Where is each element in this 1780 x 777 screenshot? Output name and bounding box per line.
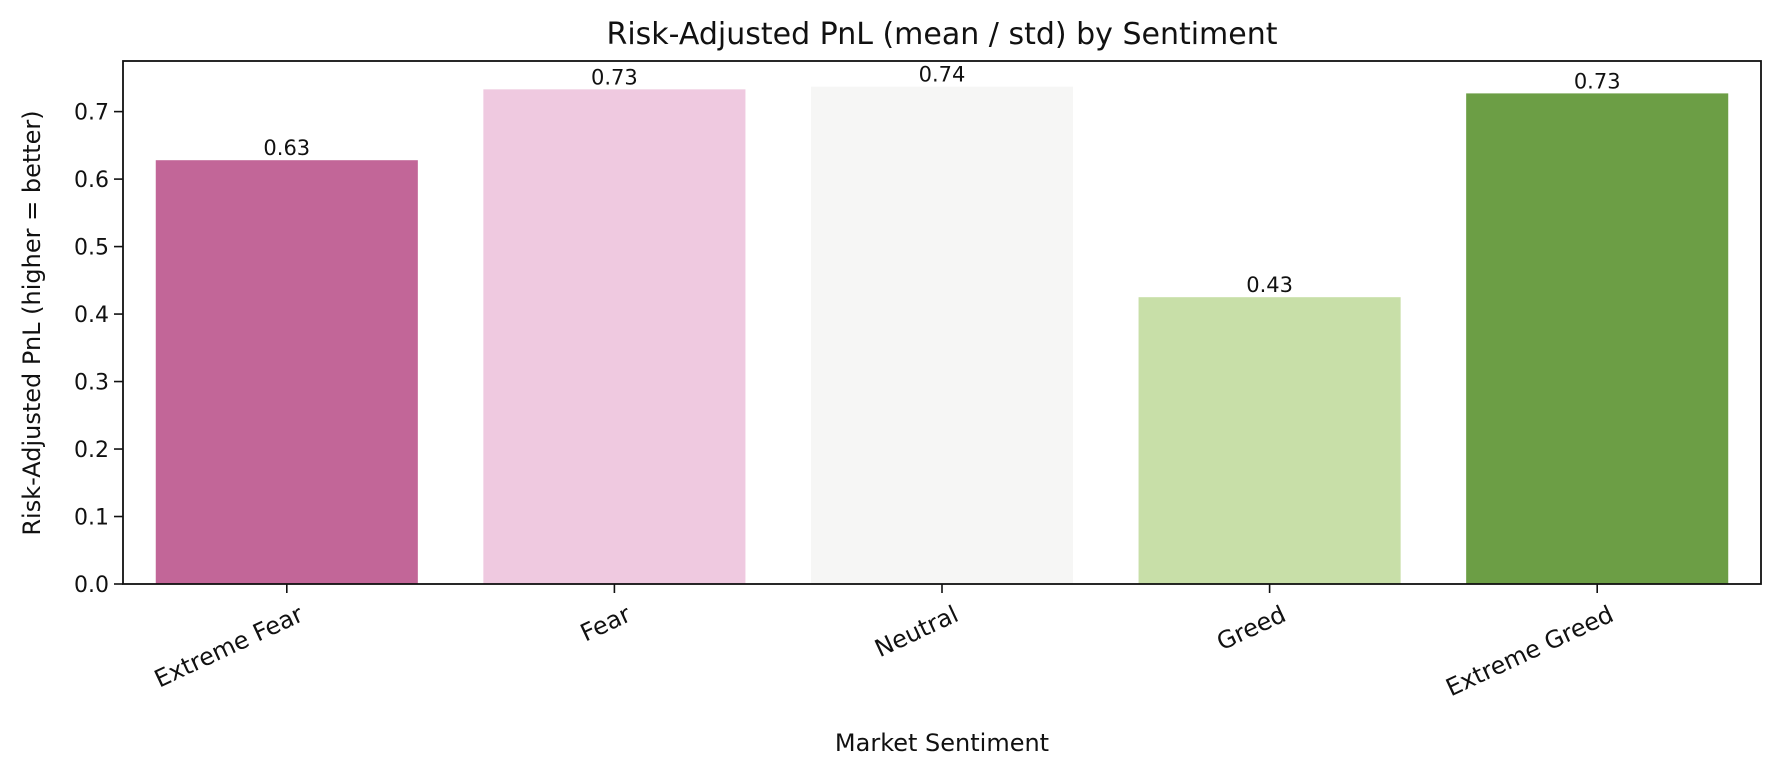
bar — [810, 86, 1074, 585]
data-label: 0.43 — [1246, 273, 1293, 297]
data-label: 0.73 — [1574, 69, 1621, 93]
data-label: 0.74 — [919, 63, 966, 87]
data-label: 0.63 — [263, 136, 310, 160]
y-axis-label: Risk-Adjusted PnL (higher = better) — [18, 110, 46, 535]
chart-title: Risk-Adjusted PnL (mean / std) by Sentim… — [606, 17, 1277, 52]
x-tick-label: Extreme Fear — [150, 600, 307, 693]
bar — [483, 89, 746, 584]
bar — [1466, 93, 1729, 584]
plot-frame — [122, 60, 1762, 585]
bar — [155, 160, 418, 584]
data-label: 0.73 — [591, 65, 638, 89]
x-axis-label: Market Sentiment — [835, 729, 1049, 757]
y-tick-label: 0.2 — [74, 438, 109, 463]
y-tick-label: 0.0 — [74, 573, 109, 598]
y-tick-label: 0.4 — [74, 303, 109, 328]
y-tick-label: 0.7 — [74, 101, 109, 126]
x-tick-label: Fear — [576, 600, 635, 647]
plot-area: 0.63 Extreme Fear 0.73 Fear 0.74 Neutral 0.43 G… — [74, 60, 1762, 702]
x-tick-label: Neutral — [870, 600, 962, 663]
x-tick-label: Greed — [1212, 600, 1290, 656]
x-tick-label: Extreme Greed — [1442, 600, 1618, 702]
y-tick-label: 0.3 — [74, 371, 109, 396]
y-tick-label: 0.5 — [74, 236, 109, 261]
y-tick-label: 0.6 — [74, 168, 109, 193]
bar — [1138, 297, 1401, 584]
y-tick-label: 0.1 — [74, 506, 109, 531]
